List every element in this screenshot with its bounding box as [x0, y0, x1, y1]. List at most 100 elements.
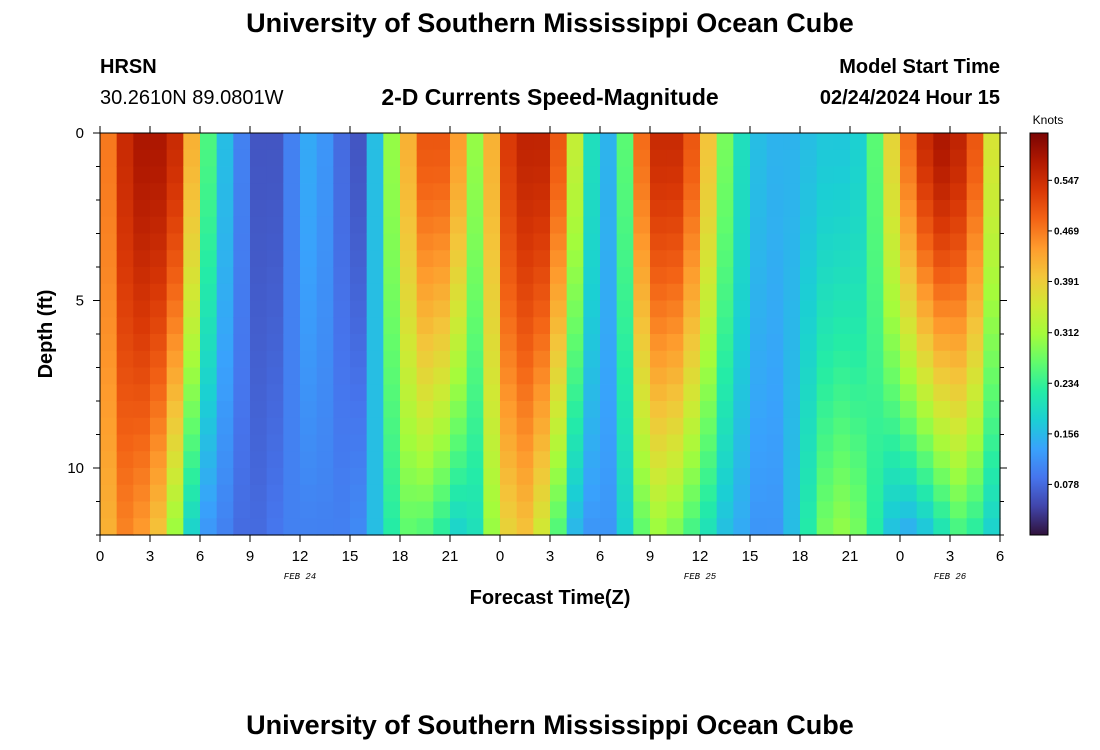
heatmap-cell	[783, 283, 801, 302]
heatmap-cell	[216, 216, 234, 235]
heatmap-cell	[650, 468, 668, 486]
heatmap-cell	[483, 484, 501, 503]
heatmap-cell	[150, 166, 168, 184]
heatmap-cell	[850, 149, 868, 168]
heatmap-cell	[516, 216, 534, 235]
colorbar-tick-label: 0.156	[1054, 429, 1079, 440]
heatmap-cell	[716, 501, 734, 519]
heatmap-cell	[133, 283, 151, 302]
heatmap-cell	[700, 350, 718, 369]
heatmap-cell	[416, 133, 434, 151]
heatmap-cell	[816, 216, 834, 235]
heatmap-cell	[100, 417, 118, 436]
heatmap-cell	[350, 451, 368, 469]
heatmap-cell	[500, 233, 518, 251]
y-tick-label: 0	[76, 125, 84, 142]
heatmap-cell	[666, 166, 684, 184]
heatmap-cell	[816, 484, 834, 503]
heatmap-cell	[366, 384, 384, 402]
heatmap-cell	[883, 518, 901, 536]
x-axis-label: Forecast Time(Z)	[470, 587, 631, 609]
heatmap-cell	[600, 468, 618, 486]
heatmap-cell	[266, 434, 284, 452]
heatmap-cell	[750, 468, 768, 486]
heatmap-cell	[150, 283, 168, 302]
heatmap-cell	[316, 451, 334, 469]
heatmap-cell	[300, 384, 318, 402]
heatmap-cell	[966, 451, 984, 469]
heatmap-cell	[216, 367, 234, 385]
heatmap-cell	[866, 417, 884, 436]
heatmap-cell	[716, 468, 734, 486]
heatmap-cell	[266, 267, 284, 285]
heatmap-cell	[150, 334, 168, 352]
heatmap-cell	[600, 501, 618, 519]
heatmap-cell	[933, 149, 951, 168]
heatmap-cell	[966, 484, 984, 503]
heatmap-cell	[166, 233, 184, 251]
y-axis-label: Depth (ft)	[35, 290, 57, 379]
heatmap-cell	[400, 518, 418, 536]
heatmap-cell	[216, 250, 234, 268]
heatmap-cell	[683, 434, 701, 452]
heatmap-cell	[266, 334, 284, 352]
heatmap-cell	[833, 283, 851, 302]
heatmap-cell	[500, 267, 518, 285]
heatmap-cell	[100, 468, 118, 486]
colorbar-tick-label: 0.391	[1054, 277, 1079, 288]
heatmap-cell	[866, 468, 884, 486]
heatmap-cell	[166, 183, 184, 201]
heatmap-cell	[516, 334, 534, 352]
heatmap-cell	[933, 417, 951, 436]
heatmap-cell	[383, 350, 401, 369]
colorbar-tick-label: 0.547	[1054, 176, 1079, 187]
colorbar-ticks: 0.547 0.469 0.391 0.312 0.234 0.156 0.078	[1048, 176, 1079, 491]
heatmap-cell	[200, 317, 218, 335]
heatmap-cell	[866, 434, 884, 452]
heatmap-cell	[216, 518, 234, 536]
heatmap-cell	[916, 417, 934, 436]
heatmap-cell	[316, 267, 334, 285]
heatmap-cell	[150, 384, 168, 402]
heatmap-cell	[583, 267, 601, 285]
heatmap-cell	[833, 149, 851, 168]
heatmap-cell	[883, 451, 901, 469]
heatmap-cell	[933, 267, 951, 285]
heatmap-cell	[200, 267, 218, 285]
heatmap-cell	[750, 417, 768, 436]
heatmap-cell	[233, 468, 251, 486]
heatmap-cell	[866, 300, 884, 318]
heatmap-cell	[833, 300, 851, 318]
heatmap-cell	[416, 367, 434, 385]
heatmap-cell	[866, 384, 884, 402]
heatmap-cell	[650, 350, 668, 369]
heatmap-cell	[133, 518, 151, 536]
heatmap-cell	[616, 468, 634, 486]
heatmap-cell	[333, 434, 351, 452]
heatmap-cell	[583, 451, 601, 469]
page-title: University of Southern Mississippi Ocean…	[246, 8, 854, 38]
heatmap-cell	[966, 384, 984, 402]
heatmap-cell	[200, 417, 218, 436]
heatmap-cell	[816, 283, 834, 302]
heatmap-cell	[366, 216, 384, 235]
heatmap-cell	[666, 468, 684, 486]
heatmap-cell	[533, 133, 551, 151]
heatmap-cell	[283, 367, 301, 385]
heatmap-cell	[433, 216, 451, 235]
heatmap-cell	[516, 149, 534, 168]
heatmap-cell	[333, 149, 351, 168]
heatmap-cell	[516, 166, 534, 184]
heatmap-cell	[350, 367, 368, 385]
heatmap-cell	[933, 484, 951, 503]
heatmap-cell	[383, 233, 401, 251]
colorbar-scale	[1029, 132, 1049, 536]
heatmap-cell	[100, 484, 118, 503]
heatmap-cell	[950, 484, 968, 503]
heatmap-cell	[566, 334, 584, 352]
heatmap-cell	[933, 216, 951, 235]
heatmap-cell	[316, 216, 334, 235]
heatmap-cell	[433, 283, 451, 302]
heatmap-cell	[716, 216, 734, 235]
heatmap-cell	[633, 149, 651, 168]
